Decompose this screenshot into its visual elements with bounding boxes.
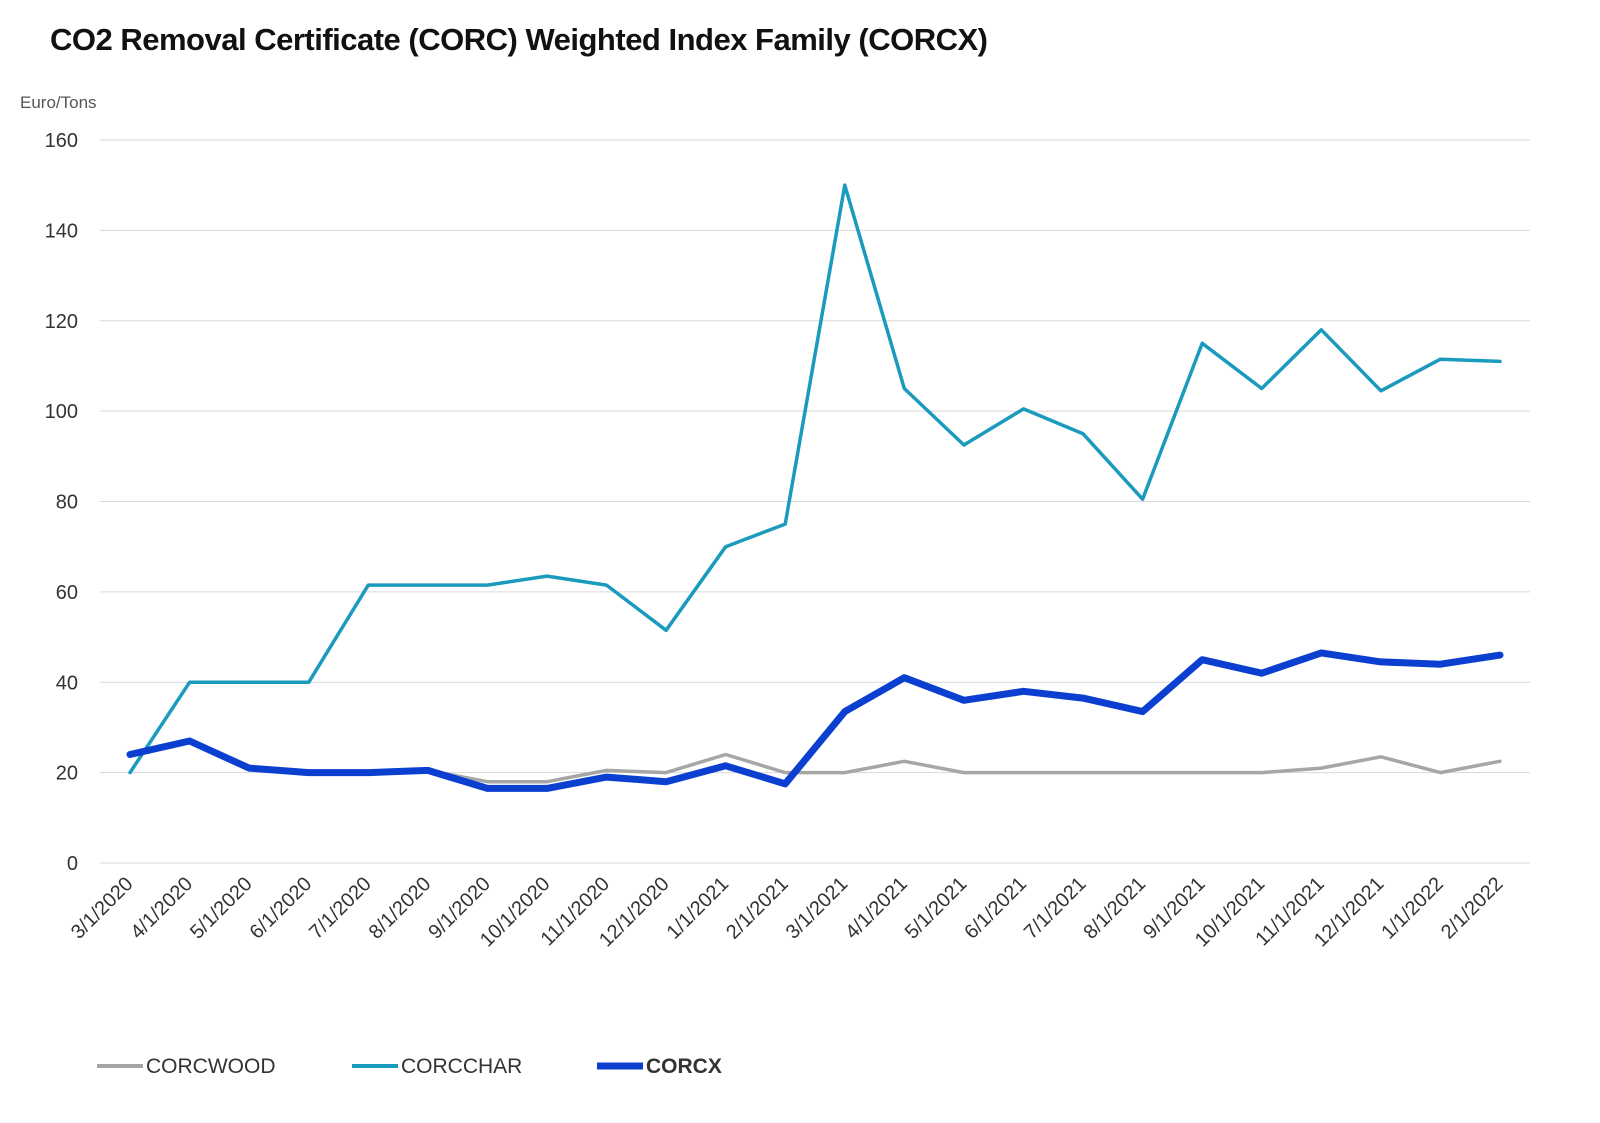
legend-label-corcwood: CORCWOOD bbox=[146, 1055, 276, 1078]
series-line-corcchar bbox=[128, 183, 1502, 775]
x-tick-label: 8/1/2021 bbox=[1080, 873, 1151, 944]
series-lines bbox=[126, 183, 1504, 792]
x-axis-ticks: 3/1/20204/1/20205/1/20206/1/20207/1/2020… bbox=[67, 873, 1508, 951]
y-tick-label: 80 bbox=[56, 492, 78, 514]
x-tick-label: 2/1/2022 bbox=[1437, 873, 1508, 944]
y-tick-label: 100 bbox=[45, 401, 78, 423]
x-tick-label: 6/1/2020 bbox=[246, 873, 317, 944]
legend: CORCWOOD CORCCHAR CORCX bbox=[97, 1055, 722, 1078]
x-tick-label: 2/1/2021 bbox=[722, 873, 793, 944]
series-line-corcx bbox=[126, 649, 1504, 792]
x-tick-label: 3/1/2021 bbox=[782, 873, 853, 944]
x-tick-label: 6/1/2021 bbox=[960, 873, 1031, 944]
y-tick-label: 40 bbox=[56, 672, 78, 694]
y-tick-label: 160 bbox=[45, 130, 78, 152]
y-tick-label: 140 bbox=[45, 220, 78, 242]
y-tick-label: 60 bbox=[56, 582, 78, 604]
legend-label-corcx: CORCX bbox=[646, 1055, 722, 1078]
x-tick-label: 5/1/2021 bbox=[901, 873, 972, 944]
x-tick-label: 1/1/2022 bbox=[1377, 873, 1448, 944]
x-tick-label: 3/1/2020 bbox=[67, 873, 138, 944]
x-tick-label: 7/1/2020 bbox=[305, 873, 376, 944]
x-tick-label: 5/1/2020 bbox=[186, 873, 257, 944]
x-tick-label: 1/1/2021 bbox=[663, 873, 734, 944]
x-tick-label: 7/1/2021 bbox=[1020, 873, 1091, 944]
x-tick-label: 4/1/2020 bbox=[126, 873, 197, 944]
legend-label-corcchar: CORCCHAR bbox=[401, 1055, 522, 1078]
x-tick-label: 8/1/2020 bbox=[365, 873, 436, 944]
y-tick-label: 120 bbox=[45, 311, 78, 333]
y-axis-unit-label: Euro/Tons bbox=[20, 93, 97, 112]
x-tick-label: 4/1/2021 bbox=[841, 873, 912, 944]
y-axis-ticks: 0 20 40 60 80 100 120 140 160 bbox=[45, 130, 78, 875]
y-tick-label: 20 bbox=[56, 763, 78, 785]
gridlines bbox=[100, 139, 1530, 864]
chart-title: CO2 Removal Certificate (CORC) Weighted … bbox=[50, 22, 988, 57]
y-tick-label: 0 bbox=[67, 853, 78, 875]
